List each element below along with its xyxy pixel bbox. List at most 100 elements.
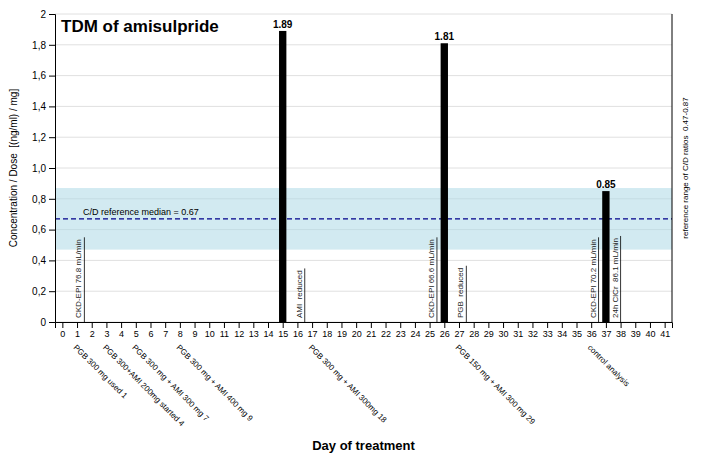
x-tick: 2 — [90, 322, 95, 339]
x-tick-mark — [165, 322, 166, 328]
x-tick-mark — [459, 322, 460, 328]
bottom-annotation: control analysis — [586, 343, 631, 388]
x-tick: 30 — [499, 322, 509, 339]
x-tick: 6 — [148, 322, 153, 339]
x-tick-label: 17 — [308, 329, 318, 339]
grid-line — [55, 260, 672, 261]
x-tick-label: 11 — [220, 329, 229, 339]
grid — [55, 14, 672, 322]
plot-area — [55, 31, 672, 322]
x-tick-label: 36 — [587, 329, 597, 339]
bottom-annotation: PGB 300 mg used 1 — [72, 343, 130, 401]
y-tick-mark — [49, 76, 55, 77]
x-tick-label: 23 — [396, 329, 406, 339]
y-tick-mark — [49, 137, 55, 138]
x-tick-mark — [62, 322, 63, 328]
grid-line — [55, 75, 672, 76]
x-tick-label: 29 — [484, 329, 494, 339]
x-tick: 13 — [249, 322, 259, 339]
x-tick-mark — [77, 322, 78, 328]
x-tick: 38 — [616, 322, 626, 339]
x-tick: 7 — [163, 322, 168, 339]
x-tick-mark — [180, 322, 181, 328]
x-tick-label: 32 — [528, 329, 538, 339]
chart: CKD-EPI 76.8 mL/minAMI reducedCKD-EPI 66… — [0, 0, 702, 458]
x-tick-mark — [92, 322, 93, 328]
x-tick: 10 — [205, 322, 215, 339]
y-tick-mark — [49, 45, 55, 46]
y-tick: 1,4 — [32, 101, 55, 112]
y-tick: 1,0 — [32, 163, 55, 174]
x-tick-label: 12 — [234, 329, 244, 339]
y-tick-label: 0,8 — [32, 194, 46, 205]
y-tick-mark — [49, 230, 55, 231]
x-tick-mark — [577, 322, 578, 328]
annotation-line — [466, 266, 467, 322]
vertical-label: CKD-EPI 66.6 mL/min — [427, 239, 436, 318]
x-tick-label: 34 — [557, 329, 567, 339]
x-tick-mark — [121, 322, 122, 328]
x-tick-label: 27 — [454, 329, 464, 339]
x-tick-label: 20 — [352, 329, 362, 339]
x-tick-mark — [209, 322, 210, 328]
x-tick-label: 10 — [205, 329, 215, 339]
x-tick-label: 14 — [264, 329, 274, 339]
x-tick: 35 — [572, 322, 582, 339]
x-tick-label: 19 — [337, 329, 347, 339]
y-axis-title: Concentration / Dose [(ng/ml) / mg] — [8, 89, 19, 248]
grid-line — [55, 137, 672, 138]
x-tick: 20 — [352, 322, 362, 339]
x-tick: 9 — [193, 322, 198, 339]
y-tick: 0 — [40, 317, 55, 328]
x-tick-mark — [591, 322, 592, 328]
y-tick-mark — [49, 106, 55, 107]
data-label: 1.89 — [273, 19, 293, 30]
x-tick-mark — [444, 322, 445, 328]
x-tick: 19 — [337, 322, 347, 339]
annotation-line — [84, 237, 85, 322]
title: TDM of amisulpride — [61, 17, 219, 36]
y-tick-mark — [49, 291, 55, 292]
x-axis: 0123456789101112131415161718192021222324… — [56, 322, 673, 339]
x-tick-mark — [312, 322, 313, 328]
x-tick-label: 7 — [163, 329, 168, 339]
data-label: 1.81 — [435, 31, 455, 42]
x-tick: 4 — [119, 322, 124, 339]
x-tick-mark — [430, 322, 431, 328]
x-tick-label: 30 — [499, 329, 509, 339]
x-tick-label: 6 — [148, 329, 153, 339]
y-tick-mark — [49, 168, 55, 169]
x-tick-mark — [400, 322, 401, 328]
x-tick-mark — [650, 322, 651, 328]
x-tick-mark — [606, 322, 607, 328]
x-tick-label: 5 — [134, 329, 139, 339]
x-tick: 18 — [322, 322, 332, 339]
x-tick: 1 — [75, 322, 80, 339]
x-tick-mark — [195, 322, 196, 328]
x-tick: 33 — [543, 322, 553, 339]
y-tick: 0,8 — [32, 194, 55, 205]
y-tick-mark — [49, 199, 55, 200]
annotation-line — [620, 236, 621, 322]
data-label: 0.85 — [596, 179, 616, 190]
median-line — [55, 218, 672, 219]
vertical-label: AMI reduced — [295, 270, 304, 318]
x-tick-mark — [268, 322, 269, 328]
x-tick-label: 39 — [631, 329, 641, 339]
annotation-line — [598, 237, 599, 322]
y-tick-label: 1,8 — [32, 40, 46, 51]
x-tick-label: 4 — [119, 329, 124, 339]
x-tick: 22 — [381, 322, 391, 339]
x-tick: 40 — [645, 322, 655, 339]
x-tick: 36 — [587, 322, 597, 339]
right-label: reference range of C/D ratios 0.47-0.87 — [681, 97, 690, 239]
y-tick-label: 1,4 — [32, 101, 46, 112]
x-tick-mark — [386, 322, 387, 328]
reference-range — [55, 188, 672, 250]
x-tick: 16 — [293, 322, 303, 339]
x-tick-mark — [297, 322, 298, 328]
x-tick-mark — [253, 322, 254, 328]
x-tick-label: 31 — [513, 329, 523, 339]
x-tick: 5 — [134, 322, 139, 339]
x-tick-mark — [488, 322, 489, 328]
